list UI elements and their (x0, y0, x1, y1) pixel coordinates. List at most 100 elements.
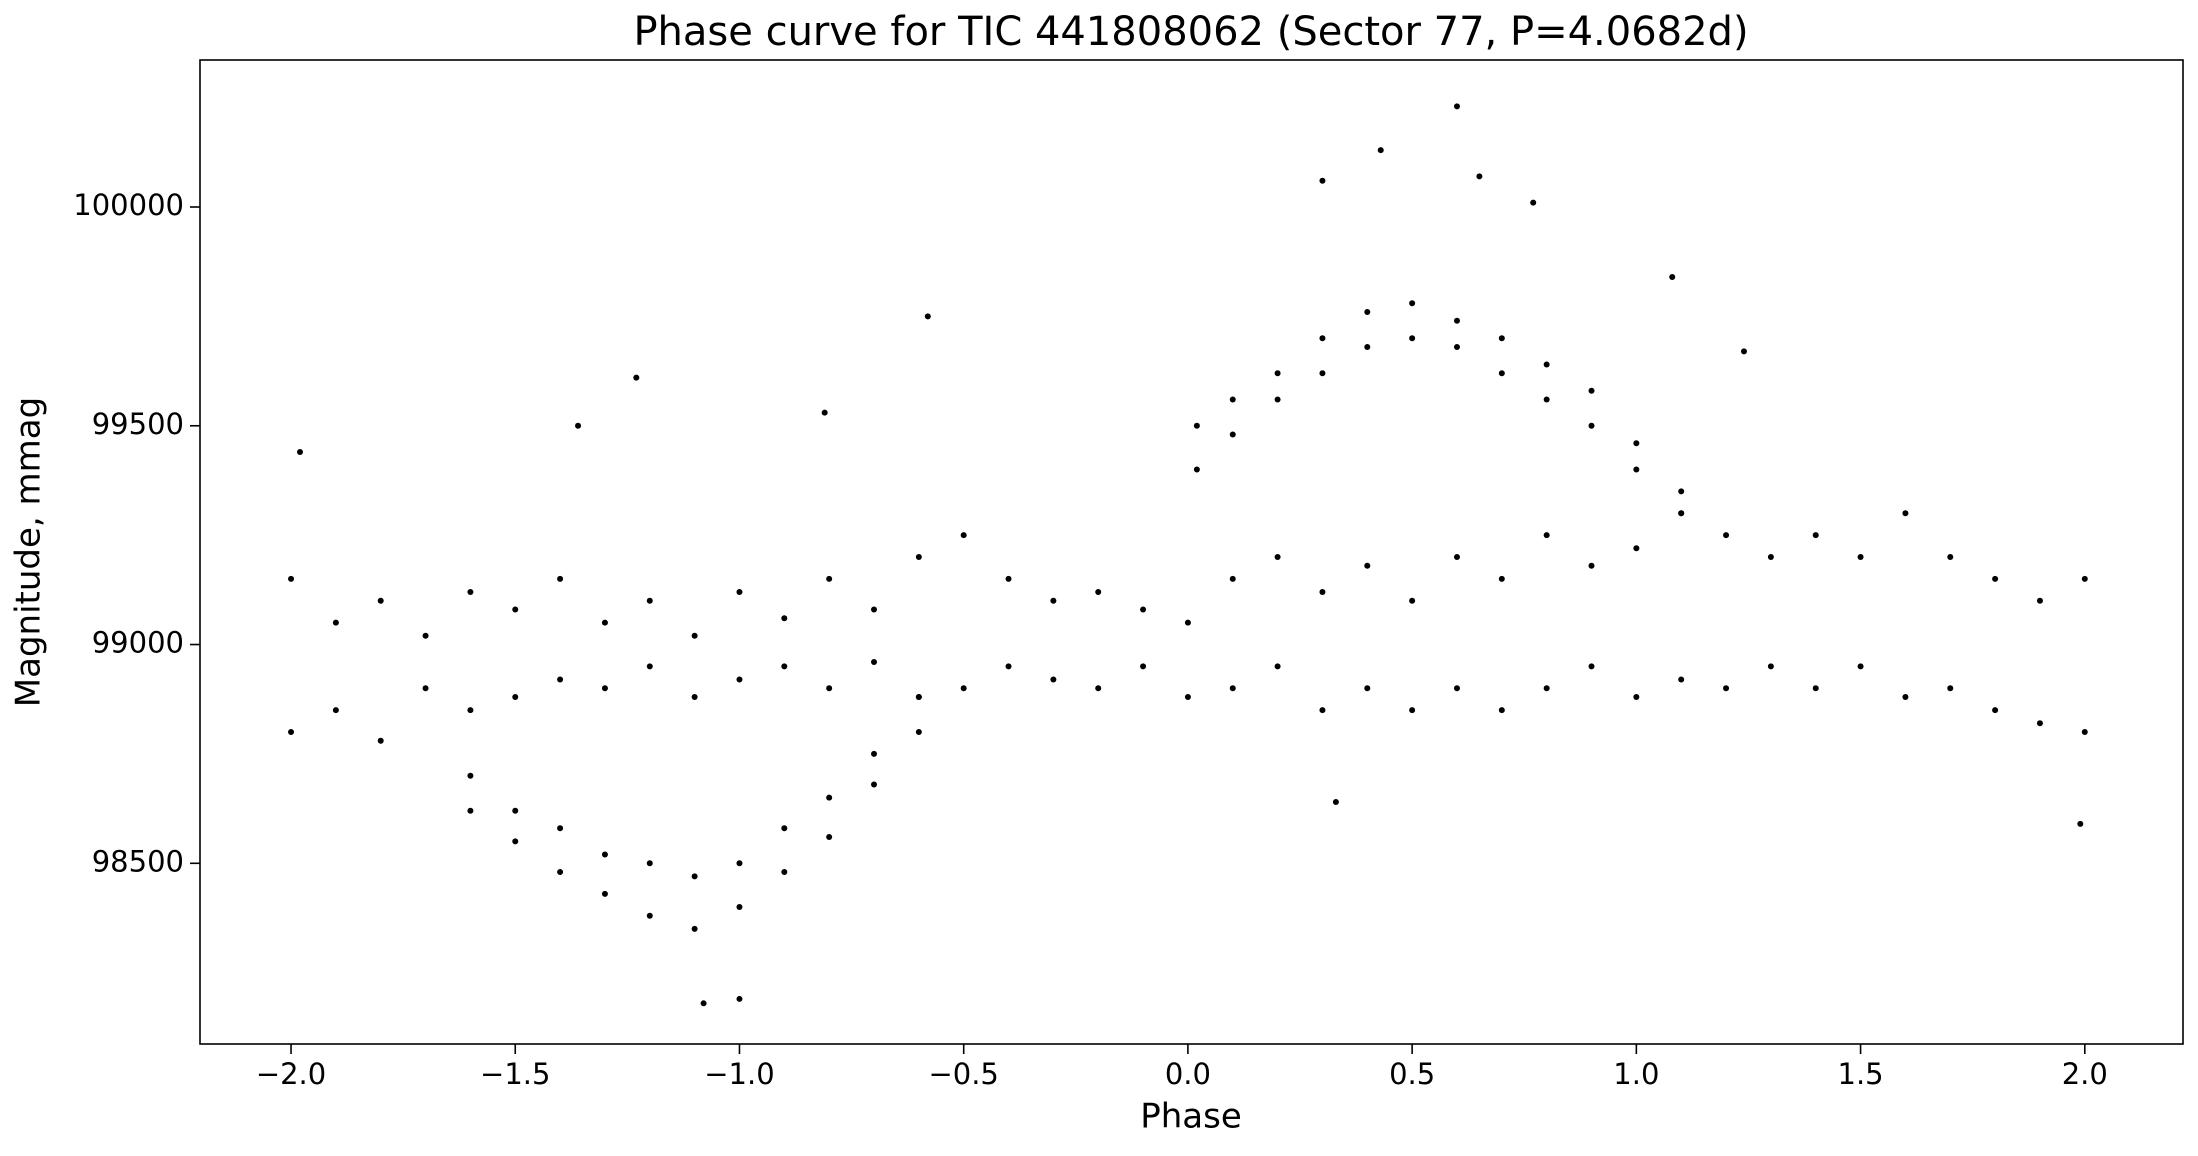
chart-title: Phase curve for TIC 441808062 (Sector 77… (633, 9, 1748, 55)
data-point (871, 781, 878, 788)
data-point (1588, 663, 1595, 670)
data-point (1140, 606, 1147, 613)
data-point (467, 707, 474, 714)
data-point (1498, 575, 1505, 582)
data-point (557, 575, 564, 582)
data-point (1857, 554, 1864, 561)
data-point (422, 632, 429, 639)
data-point (1050, 676, 1057, 683)
x-tick-label: 1.0 (1613, 1057, 1659, 1091)
data-point (1678, 676, 1685, 683)
data-point (871, 606, 878, 613)
data-point (821, 409, 828, 416)
data-point (1193, 466, 1200, 473)
data-point (1543, 396, 1550, 403)
plot-area (288, 103, 2088, 1007)
data-point (1184, 694, 1191, 701)
x-tick-label: −1.0 (704, 1057, 774, 1091)
x-tick-label: −0.5 (928, 1057, 998, 1091)
data-point (1453, 554, 1460, 561)
data-point (1812, 685, 1819, 692)
x-tick-label: 1.5 (1838, 1057, 1884, 1091)
data-point (691, 632, 698, 639)
data-point (557, 825, 564, 832)
data-point (1319, 177, 1326, 184)
data-point (1723, 532, 1730, 539)
data-point (736, 904, 743, 911)
data-point (601, 619, 608, 626)
data-point (1767, 663, 1774, 670)
data-point (1740, 348, 1747, 355)
data-point (332, 619, 339, 626)
data-point (601, 685, 608, 692)
data-point (1319, 335, 1326, 342)
data-point (1947, 685, 1954, 692)
x-tick-label: 2.0 (2062, 1057, 2108, 1091)
data-point (1453, 685, 1460, 692)
y-tick-label: 100000 (73, 188, 184, 222)
data-point (915, 554, 922, 561)
data-point (1992, 575, 1999, 582)
data-point (1274, 554, 1281, 561)
x-tick-label: −2.0 (256, 1057, 326, 1091)
data-point (422, 685, 429, 692)
data-point (1377, 147, 1384, 154)
data-point (1633, 440, 1640, 447)
data-point (2081, 729, 2088, 736)
data-point (1588, 422, 1595, 429)
data-point (1274, 396, 1281, 403)
data-point (700, 1000, 707, 1007)
data-point (512, 838, 519, 845)
x-tick-label: 0.0 (1165, 1057, 1211, 1091)
data-point (1229, 575, 1236, 582)
data-point (377, 737, 384, 744)
data-point (467, 772, 474, 779)
data-point (1193, 422, 1200, 429)
data-point (1453, 103, 1460, 110)
data-point (1476, 173, 1483, 180)
x-axis-label: Phase (1140, 1097, 1242, 1137)
data-point (512, 694, 519, 701)
data-point (1992, 707, 1999, 714)
data-point (781, 615, 788, 622)
data-point (960, 532, 967, 539)
data-point (1902, 694, 1909, 701)
data-point (1678, 488, 1685, 495)
x-tick-label: −1.5 (480, 1057, 550, 1091)
data-point (1332, 799, 1339, 806)
data-point (781, 825, 788, 832)
data-point (601, 851, 608, 858)
data-point (601, 890, 608, 897)
data-point (1498, 707, 1505, 714)
data-point (332, 707, 339, 714)
data-point (871, 750, 878, 757)
data-point (781, 869, 788, 876)
data-point (1140, 663, 1147, 670)
data-point (1588, 562, 1595, 569)
data-point (646, 597, 653, 604)
data-point (1274, 370, 1281, 377)
data-point (1633, 545, 1640, 552)
data-point (1902, 510, 1909, 517)
data-point (646, 912, 653, 919)
y-axis-label: Magnitude, mmag (9, 397, 49, 707)
data-point (1364, 685, 1371, 692)
data-point (1005, 663, 1012, 670)
data-point (915, 694, 922, 701)
data-point (575, 422, 582, 429)
data-point (557, 869, 564, 876)
data-point (467, 807, 474, 814)
data-point (781, 663, 788, 670)
data-point (1274, 663, 1281, 670)
y-tick-label: 99500 (92, 407, 184, 441)
data-point (2036, 720, 2043, 727)
data-point (691, 694, 698, 701)
data-point (1947, 554, 1954, 561)
data-point (1669, 274, 1676, 281)
data-point (1543, 532, 1550, 539)
data-point (1678, 510, 1685, 517)
data-point (1005, 575, 1012, 582)
data-point (1229, 685, 1236, 692)
